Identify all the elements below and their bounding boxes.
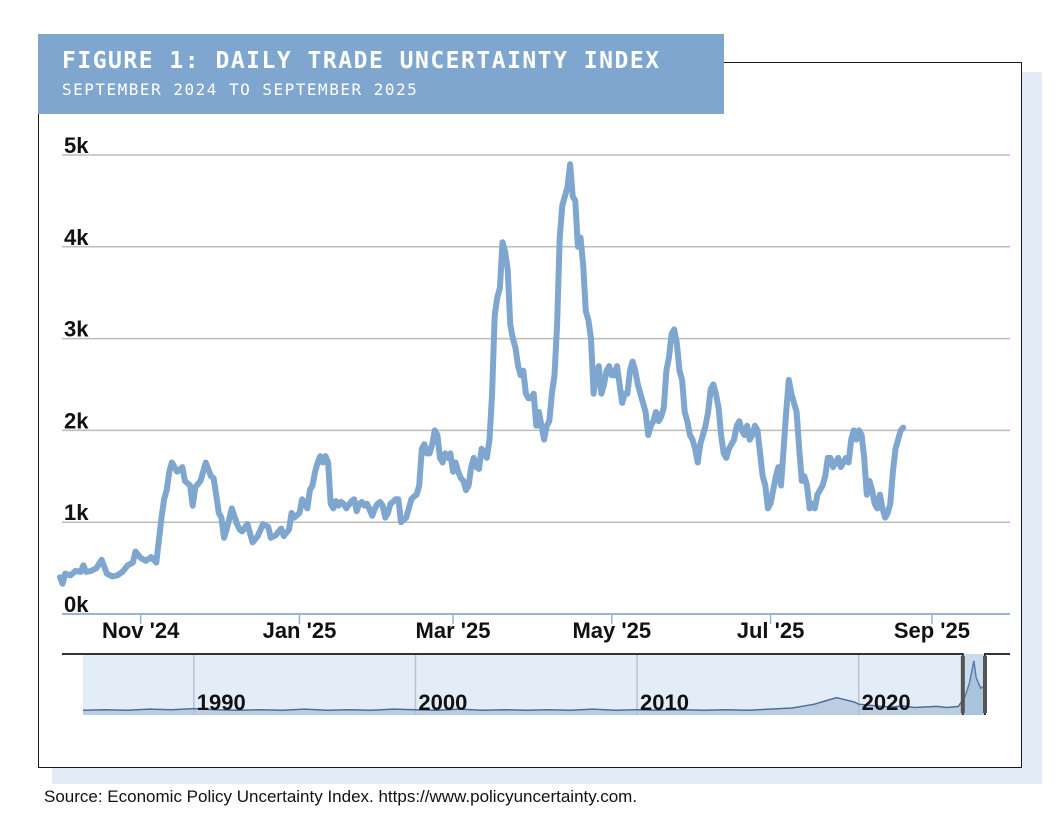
navigator-tick-label: 2020 [862, 690, 911, 715]
x-tick-label: Mar '25 [416, 618, 491, 643]
navigator-tick-label: 2000 [418, 690, 467, 715]
x-tick-label: Jul '25 [737, 618, 805, 643]
chart-card [38, 62, 1022, 768]
y-tick-label: 1k [64, 500, 89, 525]
x-tick-label: Jan '25 [263, 618, 337, 643]
figure-subtitle: SEPTEMBER 2024 TO SEPTEMBER 2025 [62, 80, 419, 99]
navigator-handle-left[interactable] [960, 656, 965, 713]
navigator-area [83, 660, 985, 715]
series-line-group [57, 161, 907, 587]
y-tick-labels: 0k 1k 2k 3k 4k 5k [64, 133, 89, 617]
range-navigator[interactable]: 1990 2000 2010 2020 [62, 653, 1010, 715]
y-gridlines [62, 154, 1010, 615]
figure-header: FIGURE 1: DAILY TRADE UNCERTAINTY INDEX … [38, 34, 724, 114]
series-line [57, 161, 907, 587]
navigator-tick-label: 1990 [197, 690, 246, 715]
y-tick-label: 2k [64, 408, 89, 433]
x-tick-label: Sep '25 [894, 618, 970, 643]
source-note: Source: Economic Policy Uncertainty Inde… [44, 787, 638, 806]
x-tick-label: Nov '24 [102, 618, 180, 643]
y-tick-label: 0k [64, 592, 89, 617]
x-tick-marks [139, 614, 933, 624]
navigator-tick-label: 2010 [640, 690, 689, 715]
navigator-handle-right[interactable] [983, 656, 987, 713]
y-tick-label: 3k [64, 317, 89, 342]
navigator-line [82, 660, 986, 712]
x-tick-label: May '25 [572, 618, 651, 643]
x-tick-labels: Nov '24 Jan '25 Mar '25 May '25 Jul '25 Sep '… [102, 618, 970, 643]
y-tick-label: 5k [64, 133, 89, 158]
navigator-selection[interactable] [962, 654, 985, 715]
figure-title: FIGURE 1: DAILY TRADE UNCERTAINTY INDEX [62, 48, 661, 74]
y-tick-label: 4k [64, 225, 89, 250]
